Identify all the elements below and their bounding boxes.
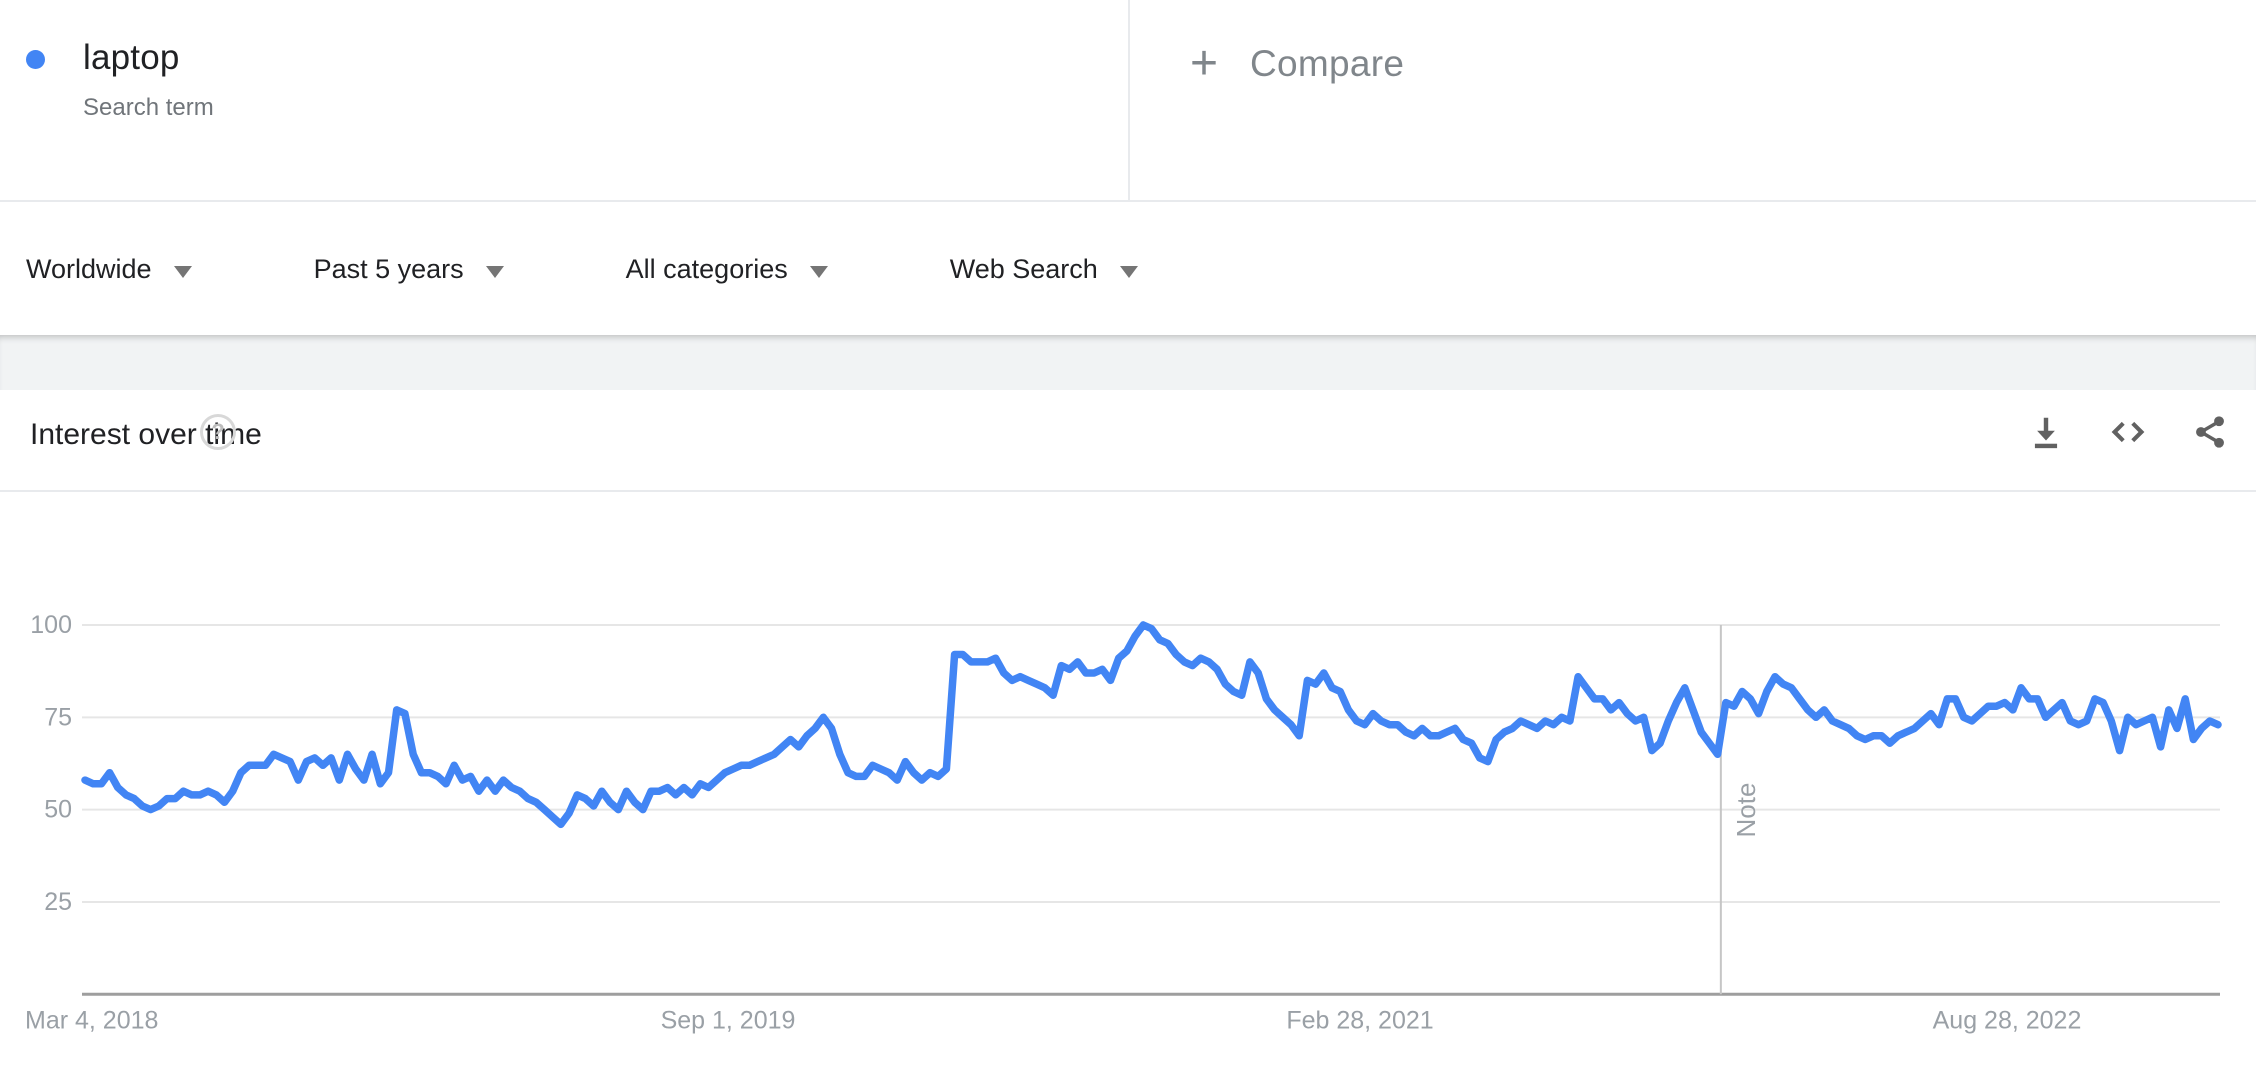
add-comparison-button[interactable]: + Compare xyxy=(1190,40,1404,88)
plus-icon: + xyxy=(1190,37,1219,90)
series-color-dot-icon xyxy=(26,50,45,69)
filter-category-dropdown[interactable]: All categories xyxy=(626,254,828,285)
interest-chart-svg: 100 75 50 25 Mar 4, 2018 Sep 1, 2019 Feb 28, 2… xyxy=(25,611,2222,1034)
y-tick-label: 25 xyxy=(44,888,72,916)
search-term-type: Search term xyxy=(83,94,214,121)
x-tick-label: Aug 28, 2022 xyxy=(1933,1006,2082,1034)
filter-bar: Worldwide Past 5 years All categories We… xyxy=(0,204,2256,335)
chart-card-header: Interest over time ? xyxy=(0,390,2256,492)
filter-time-label: Past 5 years xyxy=(313,254,464,284)
x-tick-label: Feb 28, 2021 xyxy=(1286,1006,1433,1034)
filter-category-label: All categories xyxy=(625,254,788,284)
download-icon xyxy=(2034,417,2058,449)
y-tick-label: 75 xyxy=(44,703,72,731)
share-icon xyxy=(2196,416,2224,448)
trend-line[interactable] xyxy=(81,621,2222,829)
header-panel: laptop Search term + Compare xyxy=(0,0,2256,202)
filter-region-label: Worldwide xyxy=(26,254,152,284)
filter-searchtype-dropdown[interactable]: Web Search xyxy=(950,254,1138,285)
download-button[interactable] xyxy=(2026,412,2066,452)
interest-over-time-chart: 100 75 50 25 Mar 4, 2018 Sep 1, 2019 Feb 28, 2… xyxy=(0,492,2256,1078)
filter-searchtype-label: Web Search xyxy=(949,254,1098,284)
y-tick-label: 100 xyxy=(30,611,72,639)
share-button[interactable] xyxy=(2190,412,2230,452)
search-term-card[interactable]: laptop Search term xyxy=(26,38,214,122)
background-band xyxy=(0,335,2256,390)
panel-divider xyxy=(1128,0,1130,200)
embed-icon xyxy=(2111,421,2145,443)
chevron-down-icon xyxy=(1119,266,1138,278)
embed-button[interactable] xyxy=(2108,412,2148,452)
x-tick-label: Sep 1, 2019 xyxy=(661,1006,796,1034)
chevron-down-icon xyxy=(173,266,192,278)
x-tick-label: Mar 4, 2018 xyxy=(25,1006,158,1034)
note-annotation-label: Note xyxy=(1731,783,1761,838)
search-term-label: laptop xyxy=(83,38,180,77)
filter-time-dropdown[interactable]: Past 5 years xyxy=(314,254,504,285)
help-icon[interactable]: ? xyxy=(200,414,236,450)
y-tick-label: 50 xyxy=(44,796,72,824)
filter-region-dropdown[interactable]: Worldwide xyxy=(26,254,192,285)
compare-label: Compare xyxy=(1250,43,1405,84)
chevron-down-icon xyxy=(485,266,504,278)
chevron-down-icon xyxy=(809,266,828,278)
